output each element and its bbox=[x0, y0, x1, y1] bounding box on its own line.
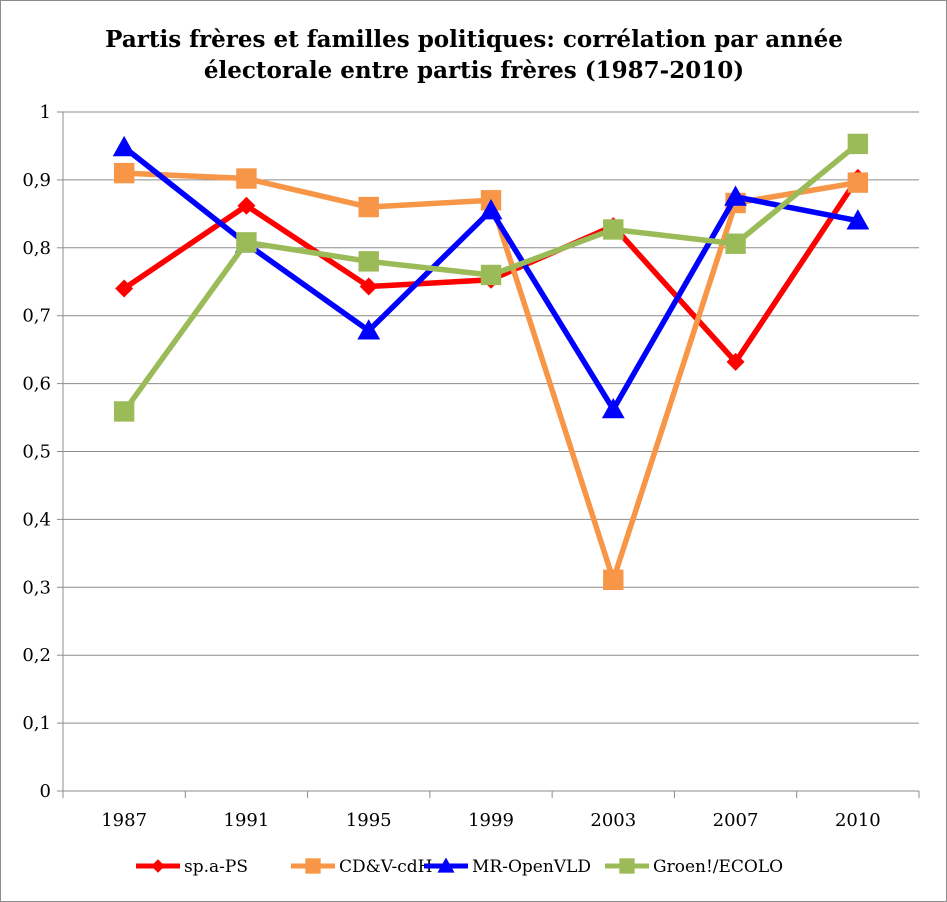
legend-label: MR-OpenVLD bbox=[472, 857, 591, 877]
y-tick-label: 0,5 bbox=[22, 442, 51, 463]
data-point bbox=[847, 133, 869, 155]
data-point bbox=[601, 398, 625, 419]
data-point bbox=[236, 232, 257, 253]
data-point bbox=[358, 196, 379, 218]
legend-entry: MR-OpenVLD bbox=[424, 857, 591, 877]
legend-swatch-marker bbox=[151, 859, 165, 873]
data-point bbox=[358, 251, 379, 272]
legend-entry: CD&V-cdH bbox=[291, 857, 432, 877]
y-tick-label: 0,4 bbox=[22, 509, 51, 530]
series-groen-ecolo bbox=[113, 133, 869, 422]
legend-entry: Groen!/ECOLO bbox=[605, 857, 783, 877]
data-point bbox=[113, 401, 135, 422]
series-lines bbox=[112, 133, 870, 591]
x-tick-label: 2003 bbox=[590, 810, 636, 831]
y-tick-label: 0,7 bbox=[22, 306, 51, 327]
x-tick-label: 1987 bbox=[101, 810, 147, 831]
y-tick-label: 0,9 bbox=[22, 170, 51, 191]
data-point bbox=[113, 162, 135, 184]
data-point bbox=[237, 196, 256, 215]
y-tick-label: 0,2 bbox=[22, 645, 51, 666]
y-tick-label: 1 bbox=[40, 102, 51, 123]
y-tick-label: 0,1 bbox=[22, 713, 51, 734]
data-point bbox=[115, 279, 134, 298]
chart-title-line-1: Partis frères et familles politiques: co… bbox=[105, 26, 843, 53]
data-point bbox=[359, 277, 378, 296]
y-tick-label: 0,8 bbox=[22, 238, 51, 259]
y-tick-label: 0 bbox=[40, 781, 51, 802]
data-point bbox=[847, 172, 869, 193]
data-point bbox=[603, 219, 624, 240]
data-point bbox=[724, 185, 747, 206]
legend-label: CD&V-cdH bbox=[339, 857, 432, 877]
data-point bbox=[603, 569, 624, 591]
data-point bbox=[236, 168, 257, 189]
data-point bbox=[846, 209, 870, 230]
legend-swatch-marker bbox=[437, 857, 455, 873]
data-point bbox=[357, 319, 381, 340]
legend: sp.a-PS CD&V-cdH MR-OpenVLD Groen!/ECOLO bbox=[136, 857, 783, 877]
legend-label: sp.a-PS bbox=[184, 857, 248, 877]
x-tick-label: 1991 bbox=[224, 810, 270, 831]
data-point bbox=[725, 233, 746, 254]
x-tick-label: 1995 bbox=[346, 810, 392, 831]
data-point bbox=[726, 352, 745, 371]
chart-title-line-2: électorale entre partis frères (1987-201… bbox=[204, 57, 744, 84]
data-point bbox=[112, 135, 136, 157]
data-point bbox=[480, 264, 502, 286]
data-point bbox=[479, 199, 503, 220]
y-tick-label: 0,6 bbox=[22, 374, 51, 395]
x-tick-label: 2007 bbox=[713, 810, 759, 831]
y-tick-label: 0,3 bbox=[22, 577, 51, 598]
x-tick-label: 2010 bbox=[835, 810, 881, 831]
x-tick-label: 1999 bbox=[468, 810, 514, 831]
axes: 0 0,1 0,2 0,3 0,4 0,5 0,6 0,7 0,8 0,9 1 1987 1991 199… bbox=[22, 102, 920, 831]
legend-swatch-marker bbox=[305, 858, 321, 874]
legend-entry: sp.a-PS bbox=[136, 857, 248, 877]
legend-swatch-marker bbox=[619, 858, 635, 874]
gridlines bbox=[63, 111, 919, 724]
legend-label: Groen!/ECOLO bbox=[653, 857, 783, 877]
